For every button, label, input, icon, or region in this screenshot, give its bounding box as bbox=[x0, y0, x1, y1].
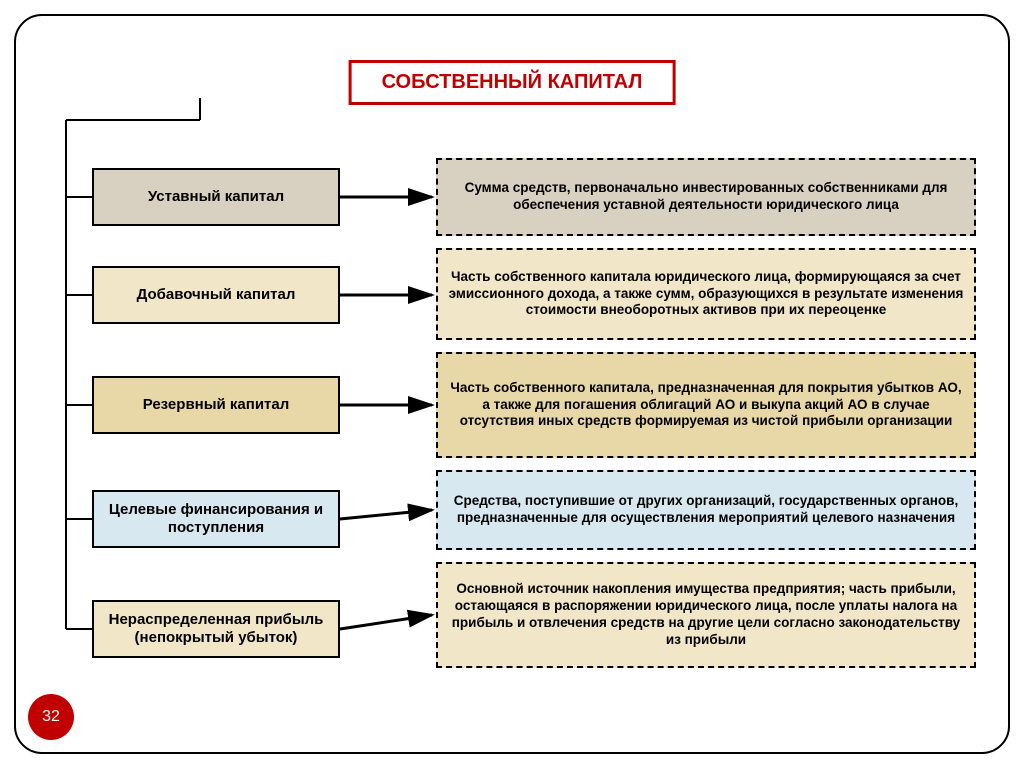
node-rezervny-kapital: Резервный капитал bbox=[92, 376, 340, 434]
page-number-badge: 32 bbox=[28, 694, 74, 740]
node-label: Резервный капитал bbox=[143, 396, 290, 414]
desc-neraspred-pribyl: Основной источник накопления имущества п… bbox=[436, 562, 976, 668]
desc-rezervny-kapital: Часть собственного капитала, предназначе… bbox=[436, 352, 976, 458]
node-label: Добавочный капитал bbox=[137, 286, 296, 304]
diagram-title: СОБСТВЕННЫЙ КАПИТАЛ bbox=[349, 60, 676, 105]
node-label: Нераспределенная прибыль (непокрытый убы… bbox=[98, 611, 334, 647]
node-text: Сумма средств, первоначально инвестирова… bbox=[448, 180, 964, 214]
node-text: Часть собственного капитала, предназначе… bbox=[448, 380, 964, 431]
desc-ustavny-kapital: Сумма средств, первоначально инвестирова… bbox=[436, 158, 976, 236]
node-neraspred-pribyl: Нераспределенная прибыль (непокрытый убы… bbox=[92, 600, 340, 658]
node-text: Основной источник накопления имущества п… bbox=[448, 581, 964, 649]
node-text: Часть собственного капитала юридического… bbox=[448, 269, 964, 320]
page-number: 32 bbox=[42, 708, 60, 726]
node-ustavny-kapital: Уставный капитал bbox=[92, 168, 340, 226]
node-label: Уставный капитал bbox=[148, 188, 284, 206]
node-label: Целевые финансирования и поступления bbox=[98, 501, 334, 537]
node-tselevye-fin: Целевые финансирования и поступления bbox=[92, 490, 340, 548]
desc-dobavochny-kapital: Часть собственного капитала юридического… bbox=[436, 248, 976, 340]
node-text: Средства, поступившие от других организа… bbox=[448, 493, 964, 527]
desc-tselevye-fin: Средства, поступившие от других организа… bbox=[436, 470, 976, 550]
node-dobavochny-kapital: Добавочный капитал bbox=[92, 266, 340, 324]
